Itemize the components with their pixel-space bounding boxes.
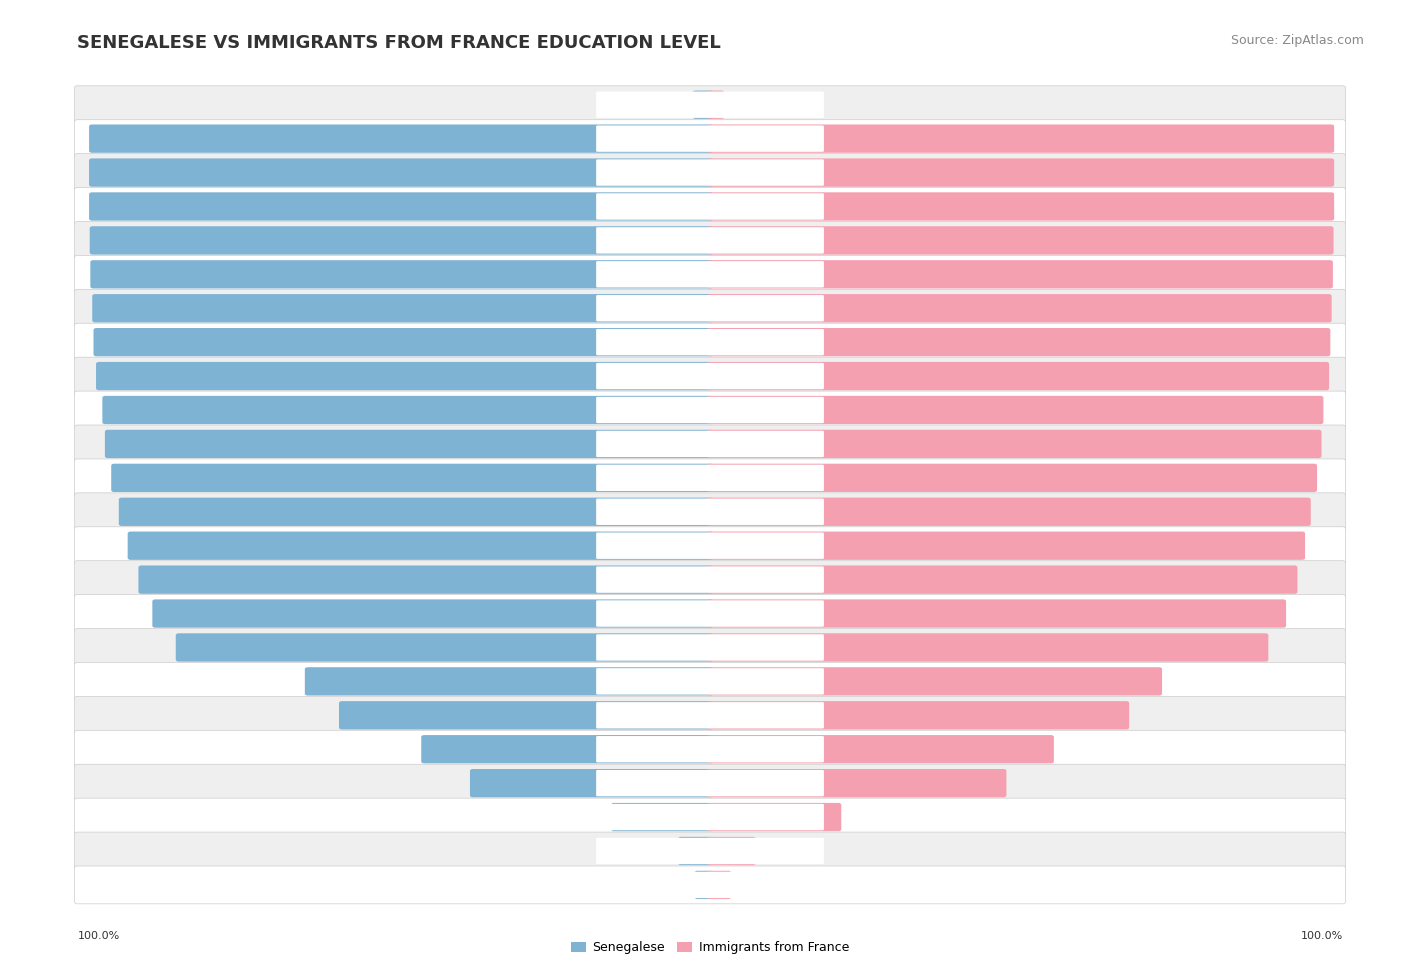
Text: 4th Grade: 4th Grade [682, 303, 738, 313]
Text: 3rd Grade: 3rd Grade [682, 269, 738, 279]
Text: 4.6%: 4.6% [645, 846, 673, 856]
Text: 97.7%: 97.7% [100, 168, 136, 177]
Text: 97.7%: 97.7% [100, 202, 136, 212]
Text: 1st Grade: 1st Grade [683, 202, 737, 212]
Text: 93.0%: 93.0% [129, 507, 166, 517]
Text: 7th Grade: 7th Grade [682, 405, 738, 415]
Text: 97.5%: 97.5% [101, 269, 138, 279]
Text: 5th Grade: 5th Grade [682, 337, 738, 347]
Text: 98.2%: 98.2% [1286, 168, 1323, 177]
Text: Master's Degree: Master's Degree [665, 812, 755, 822]
Text: 10th Grade: 10th Grade [679, 507, 741, 517]
Text: 97.8%: 97.8% [1284, 303, 1320, 313]
Text: Doctorate Degree: Doctorate Degree [661, 879, 759, 890]
Text: 63.6%: 63.6% [316, 677, 353, 686]
Text: 94.2%: 94.2% [122, 473, 159, 483]
Text: High School Diploma: High School Diploma [652, 608, 768, 618]
Text: 97.6%: 97.6% [1282, 337, 1319, 347]
Text: 97.6%: 97.6% [101, 235, 138, 246]
Text: 58.2%: 58.2% [350, 711, 387, 721]
Text: 96.5%: 96.5% [1277, 405, 1312, 415]
Text: 6th Grade: 6th Grade [682, 371, 738, 381]
Text: 100.0%: 100.0% [77, 931, 120, 941]
Text: 95.6%: 95.6% [114, 405, 149, 415]
Text: 98.2%: 98.2% [1286, 202, 1323, 212]
Text: 91.6%: 91.6% [139, 541, 174, 551]
Legend: Senegalese, Immigrants from France: Senegalese, Immigrants from France [567, 936, 853, 959]
Text: No Schooling Completed: No Schooling Completed [641, 99, 779, 110]
Text: Associate's Degree: Associate's Degree [657, 744, 763, 755]
Text: 97.2%: 97.2% [104, 303, 139, 313]
Text: 95.5%: 95.5% [1270, 473, 1306, 483]
Text: 53.9%: 53.9% [1007, 744, 1043, 755]
Text: 90.6%: 90.6% [1239, 608, 1275, 618]
Text: 65.8%: 65.8% [1081, 711, 1118, 721]
Text: 46.4%: 46.4% [959, 778, 995, 788]
Text: 95.2%: 95.2% [117, 439, 152, 448]
Text: 2.0%: 2.0% [661, 879, 690, 890]
Text: Source: ZipAtlas.com: Source: ZipAtlas.com [1230, 34, 1364, 47]
Text: 97.0%: 97.0% [105, 337, 141, 347]
Text: 2nd Grade: 2nd Grade [681, 235, 740, 246]
Text: GED/Equivalency: GED/Equivalency [662, 643, 758, 652]
Text: 87.8%: 87.8% [1220, 643, 1257, 652]
Text: 97.7%: 97.7% [100, 134, 136, 143]
Text: Professional Degree: Professional Degree [654, 846, 766, 856]
Text: 2.9%: 2.9% [735, 879, 765, 890]
Text: 89.9%: 89.9% [149, 574, 186, 585]
Text: 97.4%: 97.4% [1281, 371, 1317, 381]
Text: 2.3%: 2.3% [659, 99, 689, 110]
Text: 9th Grade: 9th Grade [682, 473, 738, 483]
Text: 1.8%: 1.8% [728, 99, 758, 110]
Text: 96.2%: 96.2% [1274, 439, 1310, 448]
Text: 71.0%: 71.0% [1115, 677, 1150, 686]
Text: 45.2%: 45.2% [433, 744, 468, 755]
Text: Nursery School: Nursery School [668, 134, 752, 143]
Text: SENEGALESE VS IMMIGRANTS FROM FRANCE EDUCATION LEVEL: SENEGALESE VS IMMIGRANTS FROM FRANCE EDU… [77, 34, 721, 52]
Text: 8th Grade: 8th Grade [682, 439, 738, 448]
Text: 98.1%: 98.1% [1286, 235, 1322, 246]
Text: 12th Grade, No Diploma: 12th Grade, No Diploma [643, 574, 778, 585]
Text: 98.0%: 98.0% [1285, 269, 1322, 279]
Text: 11th Grade: 11th Grade [679, 541, 741, 551]
Text: 6.8%: 6.8% [761, 846, 789, 856]
Text: 84.0%: 84.0% [187, 643, 224, 652]
Text: 96.6%: 96.6% [107, 371, 143, 381]
Text: 94.5%: 94.5% [1263, 507, 1299, 517]
Text: 15.2%: 15.2% [571, 812, 607, 822]
Text: 87.7%: 87.7% [163, 608, 200, 618]
Text: College, 1 year or more: College, 1 year or more [644, 711, 776, 721]
Text: Kindergarten: Kindergarten [673, 168, 747, 177]
Text: 92.4%: 92.4% [1250, 574, 1286, 585]
Text: 98.2%: 98.2% [1286, 134, 1323, 143]
Text: College, Under 1 year: College, Under 1 year [650, 677, 770, 686]
Text: 20.3%: 20.3% [845, 812, 882, 822]
Text: Bachelor's Degree: Bachelor's Degree [659, 778, 761, 788]
Text: 93.6%: 93.6% [1258, 541, 1294, 551]
Text: 100.0%: 100.0% [1301, 931, 1343, 941]
Text: 37.5%: 37.5% [481, 778, 517, 788]
